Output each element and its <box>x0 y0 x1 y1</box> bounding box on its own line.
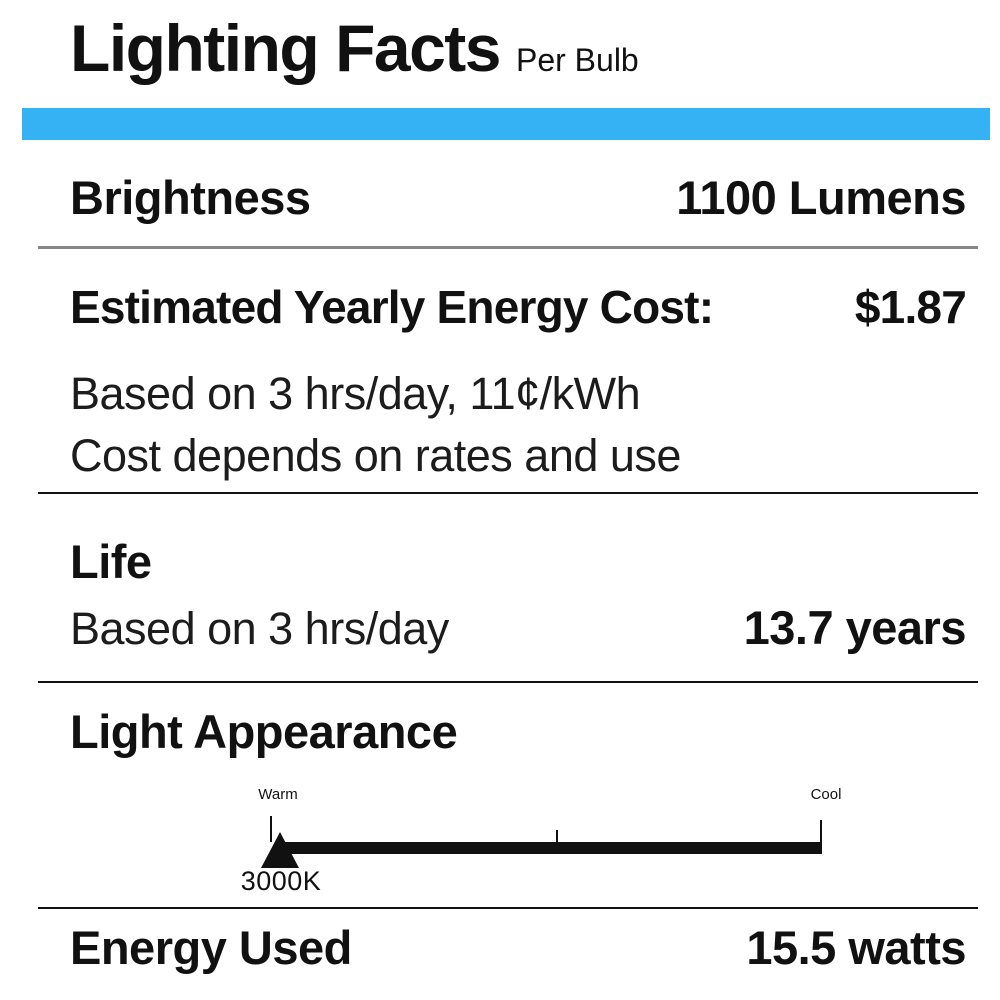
light-appearance-scale: Warm Cool 3000K <box>0 780 1000 907</box>
divider <box>38 492 978 494</box>
accent-bar <box>22 108 990 140</box>
warm-label: Warm <box>258 786 298 803</box>
middle-tick <box>556 830 558 842</box>
energy-used-value: 15.5 watts <box>746 921 966 974</box>
temperature-scale-bar <box>285 842 822 854</box>
divider <box>38 907 978 909</box>
temperature-marker-value: 3000K <box>240 866 322 896</box>
life-value: 13.7 years <box>743 601 967 654</box>
cool-tick <box>820 820 822 842</box>
divider <box>38 681 978 683</box>
warm-tick <box>270 816 272 842</box>
light-appearance-label: Light Appearance <box>70 705 458 758</box>
temperature-marker-icon <box>261 832 299 868</box>
page-title: Lighting Facts <box>70 11 501 85</box>
brightness-label: Brightness <box>70 171 311 224</box>
energy-cost-row: Estimated Yearly Energy Cost: $1.87 <box>70 281 967 333</box>
energy-cost-note-2: Cost depends on rates and use <box>70 430 681 481</box>
energy-cost-note-1: Based on 3 hrs/day, 11¢/kWh <box>70 368 641 419</box>
brightness-value: 1100 Lumens <box>676 171 966 224</box>
cool-label: Cool <box>810 786 842 803</box>
life-label: Life <box>70 535 152 588</box>
brightness-row: Brightness 1100 Lumens <box>70 174 966 221</box>
header: Lighting Facts Per Bulb <box>70 12 980 85</box>
energy-cost-value: $1.87 <box>854 281 967 333</box>
life-row: Based on 3 hrs/day 13.7 years <box>70 601 967 654</box>
divider <box>38 246 978 249</box>
energy-cost-label: Estimated Yearly Energy Cost: <box>70 281 714 333</box>
energy-used-row: Energy Used 15.5 watts <box>70 924 966 971</box>
life-note: Based on 3 hrs/day <box>70 603 449 654</box>
page-subtitle: Per Bulb <box>515 42 639 78</box>
energy-used-label: Energy Used <box>70 921 352 974</box>
